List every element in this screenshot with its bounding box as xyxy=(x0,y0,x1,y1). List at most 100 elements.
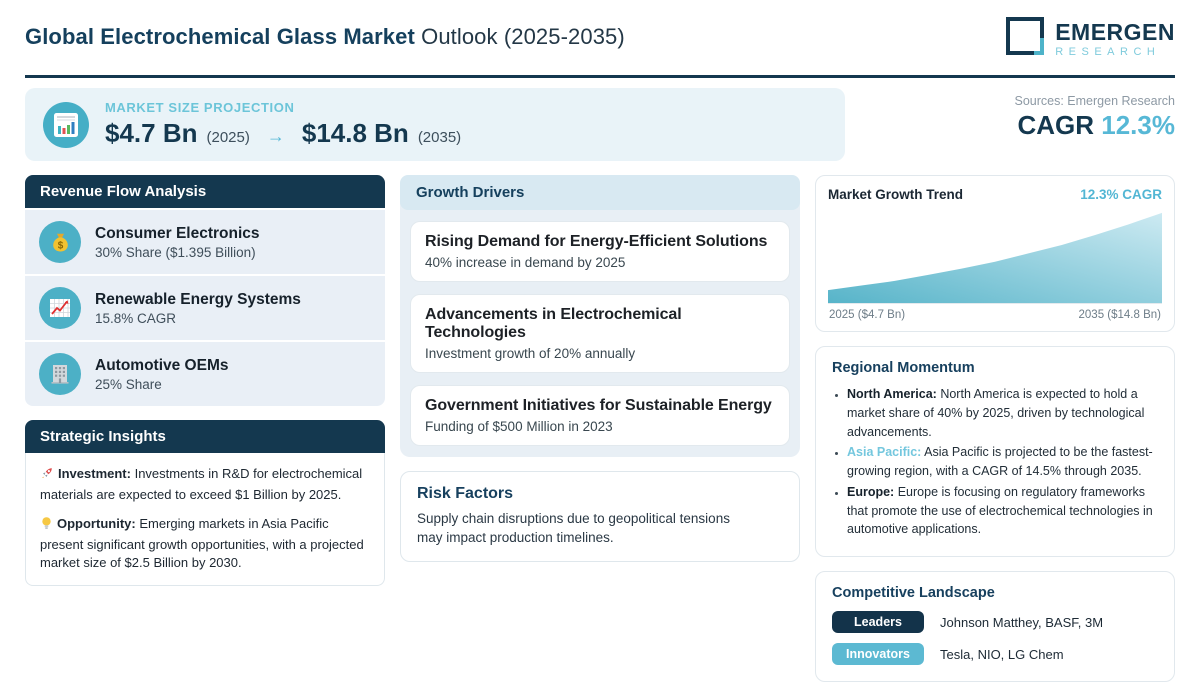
leaders-row: Leaders Johnson Matthey, BASF, 3M xyxy=(832,611,1158,633)
start-value: $4.7 Bn xyxy=(105,118,198,148)
emergen-square-logo-icon xyxy=(1005,16,1047,63)
trend-x-end: 2035 ($14.8 Bn) xyxy=(1078,309,1161,321)
growth-driver-title: Advancements in Electrochemical Technolo… xyxy=(425,306,682,341)
revenue-item-text: Automotive OEMs 25% Share xyxy=(95,357,228,392)
projection-row: MARKET SIZE PROJECTION $4.7 Bn (2025) → … xyxy=(25,88,1175,161)
insight-investment: Investment: Investments in R&D for elect… xyxy=(40,465,370,505)
region-asia-pacific: Asia Pacific: Asia Pacific is projected … xyxy=(847,443,1158,481)
market-size-projection-bar: MARKET SIZE PROJECTION $4.7 Bn (2025) → … xyxy=(25,88,845,161)
trend-x-start: 2025 ($4.7 Bn) xyxy=(829,309,906,321)
page-title-rest: Outlook (2025-2035) xyxy=(414,24,625,49)
growth-driver-subtitle: Investment growth of 20% annually xyxy=(425,346,636,361)
leaders-companies: Johnson Matthey, BASF, 3M xyxy=(940,614,1104,630)
start-year: (2025) xyxy=(206,129,250,146)
region-label: Europe: xyxy=(847,484,895,499)
growth-driver-subtitle: Funding of $500 Million in 2023 xyxy=(425,419,613,434)
growth-driver-title: Rising Demand for Energy-Efficient Solut… xyxy=(425,233,768,250)
projection-values: $4.7 Bn (2025) → $14.8 Bn (2035) xyxy=(105,118,461,149)
growth-drivers-title: Growth Drivers xyxy=(400,175,800,210)
left-column: Revenue Flow Analysis $ Consumer Electro… xyxy=(25,175,385,682)
risk-factors-card: Risk Factors Supply chain disruptions du… xyxy=(400,471,800,562)
revenue-item-renewable-energy: Renewable Energy Systems 15.8% CAGR xyxy=(25,276,385,340)
main-grid: Revenue Flow Analysis $ Consumer Electro… xyxy=(25,175,1175,682)
revenue-flow-panel: Revenue Flow Analysis $ Consumer Electro… xyxy=(25,175,385,406)
projection-label: MARKET SIZE PROJECTION xyxy=(105,100,295,115)
revenue-item-automotive-oems: Automotive OEMs 25% Share xyxy=(25,342,385,406)
revenue-flow-title: Revenue Flow Analysis xyxy=(25,175,385,208)
region-text: North America is expected to hold a mark… xyxy=(847,387,1145,439)
strategic-insights-title: Strategic Insights xyxy=(25,420,385,453)
innovators-badge: Innovators xyxy=(832,643,924,665)
rocket-icon xyxy=(40,466,54,486)
revenue-item-title: Consumer Electronics xyxy=(95,224,260,242)
insight-label: Investment: xyxy=(58,466,131,481)
growth-driver-card: Rising Demand for Energy-Efficient Solut… xyxy=(410,221,790,282)
chart-increasing-icon xyxy=(39,287,81,329)
attribution-block: Sources: Emergen Research CAGR 12.3% xyxy=(1015,88,1176,161)
innovators-companies: Tesla, NIO, LG Chem xyxy=(940,646,1064,662)
svg-text:$: $ xyxy=(57,240,63,251)
regional-momentum-card: Regional Momentum North America: North A… xyxy=(815,346,1175,557)
projection-text: MARKET SIZE PROJECTION $4.7 Bn (2025) → … xyxy=(105,100,461,149)
insight-opportunity: Opportunity: Emerging markets in Asia Pa… xyxy=(40,515,370,574)
region-label: Asia Pacific: xyxy=(847,445,922,460)
trend-area-chart xyxy=(828,212,1162,303)
revenue-item-text: Consumer Electronics 30% Share ($1.395 B… xyxy=(95,225,260,260)
growth-driver-card: Advancements in Electrochemical Technolo… xyxy=(410,294,790,373)
revenue-item-consumer-electronics: $ Consumer Electronics 30% Share ($1.395… xyxy=(25,210,385,274)
region-text: Europe is focusing on regulatory framewo… xyxy=(847,484,1153,537)
growth-driver-card: Government Initiatives for Sustainable E… xyxy=(410,385,790,446)
revenue-item-subtitle: 25% Share xyxy=(95,376,162,392)
risk-factors-text: Supply chain disruptions due to geopolit… xyxy=(417,511,730,545)
trend-cagr-badge: 12.3% CAGR xyxy=(1080,187,1162,202)
logo-line1: EMERGEN xyxy=(1055,19,1175,45)
leaders-badge: Leaders xyxy=(832,611,924,633)
revenue-item-title: Automotive OEMs xyxy=(95,356,229,374)
page-title: Global Electrochemical Glass Market Outl… xyxy=(25,24,625,50)
revenue-item-title: Renewable Energy Systems xyxy=(95,290,301,308)
risk-factors-title: Risk Factors xyxy=(417,485,514,502)
strategic-insights-body: Investment: Investments in R&D for elect… xyxy=(25,453,385,587)
cagr-label: CAGR xyxy=(1017,110,1095,140)
cagr-line: CAGR 12.3% xyxy=(1015,110,1175,141)
bar-chart-icon xyxy=(43,101,89,148)
strategic-insights-panel: Strategic Insights Investment: xyxy=(25,420,385,587)
market-growth-trend-card: Market Growth Trend 12.3% CAGR 2025 ($4.… xyxy=(815,175,1175,332)
revenue-item-text: Renewable Energy Systems 15.8% CAGR xyxy=(95,291,301,326)
revenue-item-subtitle: 15.8% CAGR xyxy=(95,310,177,326)
office-building-icon xyxy=(39,353,81,395)
end-value: $14.8 Bn xyxy=(301,118,409,148)
money-bag-icon: $ xyxy=(39,221,81,263)
region-text: Asia Pacific is projected to be the fast… xyxy=(847,445,1153,478)
end-year: (2035) xyxy=(417,129,462,146)
growth-drivers-list: Rising Demand for Energy-Efficient Solut… xyxy=(400,210,800,457)
header: Global Electrochemical Glass Market Outl… xyxy=(25,0,1175,78)
competitive-landscape-title: Competitive Landscape xyxy=(832,585,995,601)
revenue-item-subtitle: 30% Share ($1.395 Billion) xyxy=(95,244,256,260)
emergen-logo: EMERGEN RESEARCH xyxy=(1005,16,1175,63)
insight-text: Emerging markets in Asia Pacific present… xyxy=(40,515,364,571)
region-north-america: North America: North America is expected… xyxy=(847,385,1158,441)
sources-text: Sources: Emergen Research xyxy=(1014,94,1176,108)
insight-text: Investments in R&D for electrochemical m… xyxy=(40,466,363,502)
innovators-row: Innovators Tesla, NIO, LG Chem xyxy=(832,643,1158,665)
competitive-landscape-card: Competitive Landscape Leaders Johnson Ma… xyxy=(815,571,1175,682)
page-title-strong: Global Electrochemical Glass Market xyxy=(25,24,415,49)
middle-column: Growth Drivers Rising Demand for Energy-… xyxy=(400,175,800,682)
region-europe: Europe: Europe is focusing on regulatory… xyxy=(847,483,1158,539)
trend-title: Market Growth Trend xyxy=(828,187,964,202)
regional-momentum-list: North America: North America is expected… xyxy=(832,385,1158,539)
growth-drivers-section: Growth Drivers Rising Demand for Energy-… xyxy=(400,175,800,457)
logo-line2: RESEARCH xyxy=(1055,46,1161,58)
trend-header: Market Growth Trend 12.3% CAGR xyxy=(828,187,1162,202)
cagr-value: 12.3% xyxy=(1101,110,1175,140)
trend-x-axis: 2025 ($4.7 Bn) 2035 ($14.8 Bn) xyxy=(828,303,1162,325)
regional-momentum-title: Regional Momentum xyxy=(832,360,975,376)
right-column: Market Growth Trend 12.3% CAGR 2025 ($4.… xyxy=(815,175,1175,682)
growth-driver-subtitle: 40% increase in demand by 2025 xyxy=(425,255,626,270)
region-label: North America: xyxy=(847,387,937,401)
logo-text: EMERGEN RESEARCH xyxy=(1055,19,1175,59)
lightbulb-icon xyxy=(40,516,53,536)
arrow-right-icon: → xyxy=(266,126,285,146)
